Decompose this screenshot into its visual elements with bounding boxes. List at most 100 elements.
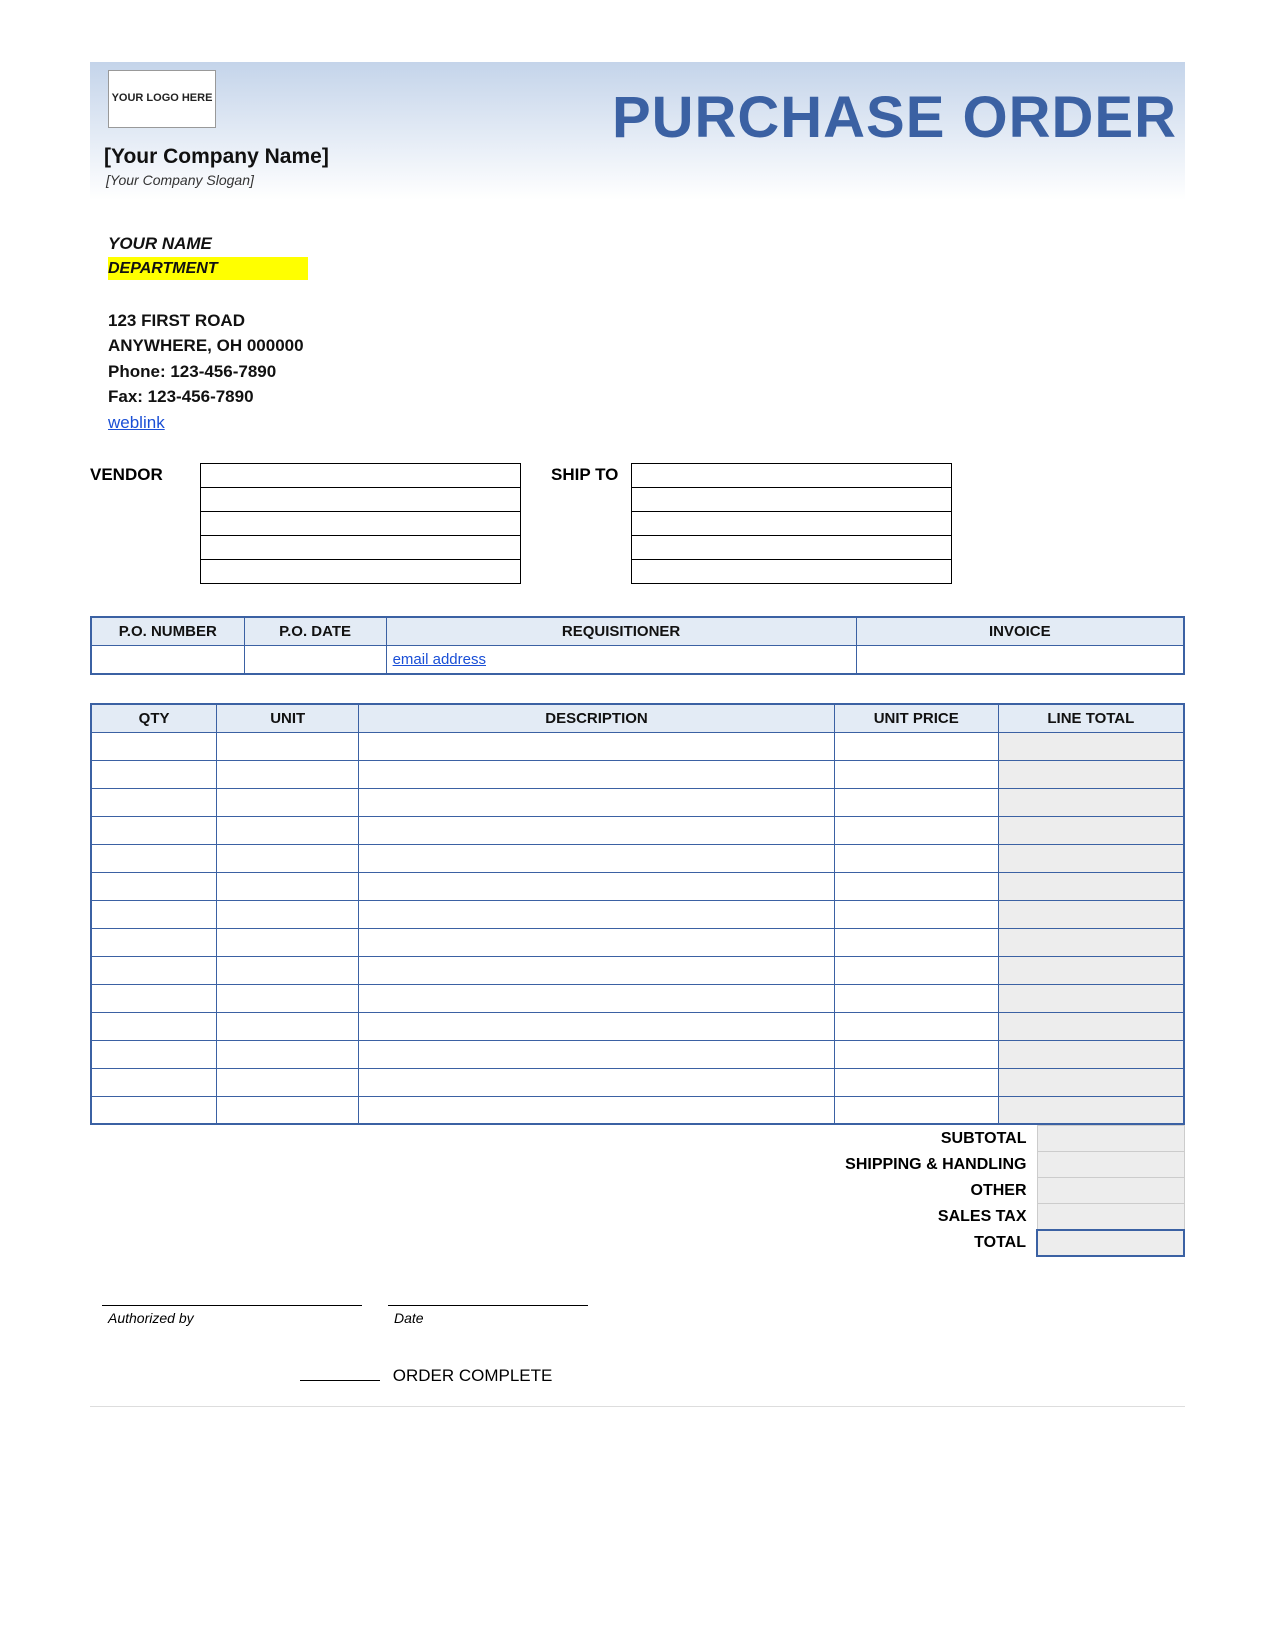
qty-cell[interactable]: [91, 760, 217, 788]
order-complete-blank[interactable]: [300, 1380, 380, 1381]
vendor-row[interactable]: [201, 560, 521, 584]
line-total-cell[interactable]: [998, 1040, 1184, 1068]
qty-cell[interactable]: [91, 816, 217, 844]
vendor-row[interactable]: [201, 464, 521, 488]
unit-price-cell[interactable]: [834, 984, 998, 1012]
unit-price-cell[interactable]: [834, 816, 998, 844]
unit-price-cell[interactable]: [834, 1068, 998, 1096]
vendor-row[interactable]: [201, 512, 521, 536]
description-cell[interactable]: [359, 900, 834, 928]
qty-cell[interactable]: [91, 844, 217, 872]
qty-cell[interactable]: [91, 1068, 217, 1096]
line-total-cell[interactable]: [998, 760, 1184, 788]
ship-to-row[interactable]: [632, 560, 952, 584]
unit-price-cell[interactable]: [834, 844, 998, 872]
line-total-cell[interactable]: [998, 928, 1184, 956]
description-cell[interactable]: [359, 984, 834, 1012]
description-cell[interactable]: [359, 844, 834, 872]
description-cell[interactable]: [359, 732, 834, 760]
unit-cell[interactable]: [217, 844, 359, 872]
line-total-cell[interactable]: [998, 900, 1184, 928]
ship-to-row[interactable]: [632, 464, 952, 488]
qty-cell[interactable]: [91, 1012, 217, 1040]
unit-price-cell[interactable]: [834, 1012, 998, 1040]
line-total-cell[interactable]: [998, 1012, 1184, 1040]
unit-cell[interactable]: [217, 760, 359, 788]
line-total-cell[interactable]: [998, 788, 1184, 816]
ship-to-row[interactable]: [632, 488, 952, 512]
description-cell[interactable]: [359, 1012, 834, 1040]
qty-cell[interactable]: [91, 872, 217, 900]
qty-cell[interactable]: [91, 732, 217, 760]
unit-cell[interactable]: [217, 1040, 359, 1068]
line-total-cell[interactable]: [998, 1068, 1184, 1096]
po-date-cell[interactable]: [244, 646, 386, 674]
weblink[interactable]: weblink: [108, 413, 165, 432]
unit-price-cell[interactable]: [834, 928, 998, 956]
line-total-cell[interactable]: [998, 1096, 1184, 1124]
ship-to-row[interactable]: [632, 512, 952, 536]
description-cell[interactable]: [359, 788, 834, 816]
unit-cell[interactable]: [217, 1096, 359, 1124]
total-value[interactable]: [1037, 1178, 1184, 1204]
description-cell[interactable]: [359, 816, 834, 844]
line-total-cell[interactable]: [998, 984, 1184, 1012]
line-total-cell[interactable]: [998, 816, 1184, 844]
description-cell[interactable]: [359, 928, 834, 956]
ship-to-section: SHIP TO: [551, 463, 952, 584]
qty-cell[interactable]: [91, 788, 217, 816]
vendor-row[interactable]: [201, 488, 521, 512]
line-total-cell[interactable]: [998, 872, 1184, 900]
unit-price-cell[interactable]: [834, 900, 998, 928]
qty-cell[interactable]: [91, 928, 217, 956]
vendor-ship-row: VENDOR SHIP TO: [90, 463, 1185, 584]
unit-cell[interactable]: [217, 1068, 359, 1096]
unit-cell[interactable]: [217, 872, 359, 900]
qty-cell[interactable]: [91, 1040, 217, 1068]
qty-cell[interactable]: [91, 900, 217, 928]
ship-to-row[interactable]: [632, 536, 952, 560]
unit-cell[interactable]: [217, 1012, 359, 1040]
line-total-cell[interactable]: [998, 844, 1184, 872]
line-total-cell[interactable]: [998, 732, 1184, 760]
description-cell[interactable]: [359, 760, 834, 788]
phone-line: Phone: 123-456-7890: [108, 359, 1185, 385]
description-cell[interactable]: [359, 872, 834, 900]
total-value[interactable]: [1037, 1230, 1184, 1256]
total-value[interactable]: [1037, 1204, 1184, 1230]
date-line[interactable]: [388, 1305, 588, 1306]
unit-cell[interactable]: [217, 984, 359, 1012]
unit-cell[interactable]: [217, 732, 359, 760]
unit-price-cell[interactable]: [834, 788, 998, 816]
unit-cell[interactable]: [217, 956, 359, 984]
po-number-cell[interactable]: [91, 646, 244, 674]
unit-cell[interactable]: [217, 788, 359, 816]
qty-cell[interactable]: [91, 1096, 217, 1124]
qty-cell[interactable]: [91, 984, 217, 1012]
unit-price-cell[interactable]: [834, 956, 998, 984]
requisitioner-email-link[interactable]: email address: [393, 651, 486, 668]
description-cell[interactable]: [359, 1068, 834, 1096]
unit-price-cell[interactable]: [834, 732, 998, 760]
unit-price-cell[interactable]: [834, 1096, 998, 1124]
unit-price-cell[interactable]: [834, 760, 998, 788]
footer-rule: [90, 1406, 1185, 1407]
authorized-by-line[interactable]: [102, 1305, 362, 1306]
line-total-cell[interactable]: [998, 956, 1184, 984]
total-label: OTHER: [845, 1178, 1037, 1204]
description-cell[interactable]: [359, 1040, 834, 1068]
unit-cell[interactable]: [217, 928, 359, 956]
description-cell[interactable]: [359, 1096, 834, 1124]
vendor-row[interactable]: [201, 536, 521, 560]
unit-price-cell[interactable]: [834, 872, 998, 900]
requisitioner-cell[interactable]: email address: [386, 646, 856, 674]
description-cell[interactable]: [359, 956, 834, 984]
total-value[interactable]: [1037, 1126, 1184, 1152]
qty-cell[interactable]: [91, 956, 217, 984]
invoice-cell[interactable]: [856, 646, 1184, 674]
unit-cell[interactable]: [217, 816, 359, 844]
unit-cell[interactable]: [217, 900, 359, 928]
unit-price-cell[interactable]: [834, 1040, 998, 1068]
items-table: QTY UNIT DESCRIPTION UNIT PRICE LINE TOT…: [90, 703, 1185, 1126]
total-value[interactable]: [1037, 1152, 1184, 1178]
